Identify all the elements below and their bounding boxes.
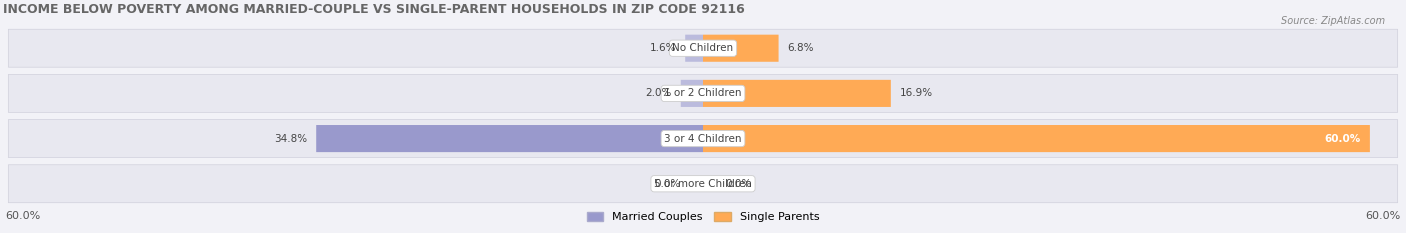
Text: 0.0%: 0.0% bbox=[725, 179, 751, 189]
FancyBboxPatch shape bbox=[703, 125, 1369, 152]
FancyBboxPatch shape bbox=[316, 125, 703, 152]
FancyBboxPatch shape bbox=[703, 80, 891, 107]
Text: 1 or 2 Children: 1 or 2 Children bbox=[664, 88, 742, 98]
FancyBboxPatch shape bbox=[8, 29, 1398, 67]
Text: 3 or 4 Children: 3 or 4 Children bbox=[664, 134, 742, 144]
Text: 60.0%: 60.0% bbox=[1365, 211, 1400, 221]
Text: Source: ZipAtlas.com: Source: ZipAtlas.com bbox=[1281, 16, 1385, 26]
Text: INCOME BELOW POVERTY AMONG MARRIED-COUPLE VS SINGLE-PARENT HOUSEHOLDS IN ZIP COD: INCOME BELOW POVERTY AMONG MARRIED-COUPL… bbox=[3, 3, 745, 16]
FancyBboxPatch shape bbox=[8, 165, 1398, 203]
Text: 2.0%: 2.0% bbox=[645, 88, 672, 98]
FancyBboxPatch shape bbox=[703, 35, 779, 62]
Text: No Children: No Children bbox=[672, 43, 734, 53]
Text: 6.8%: 6.8% bbox=[787, 43, 814, 53]
Text: 60.0%: 60.0% bbox=[1324, 134, 1361, 144]
Text: 5 or more Children: 5 or more Children bbox=[654, 179, 752, 189]
Text: 1.6%: 1.6% bbox=[650, 43, 676, 53]
Text: 0.0%: 0.0% bbox=[655, 179, 681, 189]
FancyBboxPatch shape bbox=[8, 74, 1398, 112]
Text: 16.9%: 16.9% bbox=[900, 88, 932, 98]
FancyBboxPatch shape bbox=[685, 35, 703, 62]
FancyBboxPatch shape bbox=[681, 80, 703, 107]
Text: 60.0%: 60.0% bbox=[6, 211, 41, 221]
Text: 34.8%: 34.8% bbox=[274, 134, 308, 144]
FancyBboxPatch shape bbox=[8, 120, 1398, 158]
Legend: Married Couples, Single Parents: Married Couples, Single Parents bbox=[582, 207, 824, 227]
